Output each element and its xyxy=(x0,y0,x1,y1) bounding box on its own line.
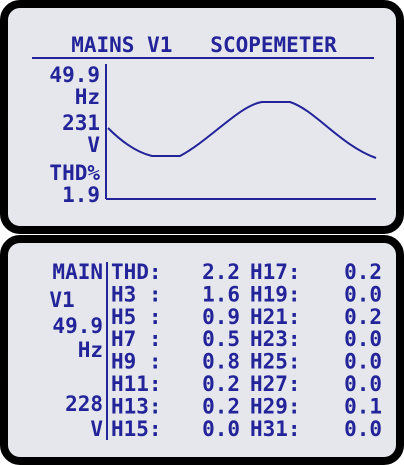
harmonic-value: 1.6 xyxy=(202,282,240,306)
harmonic-value: 0.0 xyxy=(344,350,382,374)
harmonic-label: H21: xyxy=(250,305,301,329)
screen-title: MAINS V1 SCOPEMETER xyxy=(71,33,337,57)
harmonic-value: 0.1 xyxy=(344,394,382,418)
harmonic-label: H29: xyxy=(250,394,301,418)
harmonic-label: H11: xyxy=(111,372,162,396)
harmonic-value: 0.2 xyxy=(344,260,382,284)
harmonic-value: 0.8 xyxy=(202,350,240,374)
side-label: V xyxy=(90,417,103,441)
harmonic-label: H25: xyxy=(250,350,301,374)
harmonic-value: 0.9 xyxy=(202,305,240,329)
harmonic-label: H23: xyxy=(250,327,301,351)
scale-label: 231 xyxy=(62,111,100,135)
scale-label: THD% xyxy=(49,161,100,185)
harmonic-value: 0.0 xyxy=(202,417,240,441)
harmonic-label: H13: xyxy=(111,394,162,418)
harmonic-value: 0.0 xyxy=(344,372,382,396)
harmonic-label: H7 : xyxy=(111,327,162,351)
harmonic-value: 0.2 xyxy=(202,372,240,396)
harmonic-value: 0.2 xyxy=(202,394,240,418)
side-label: V1 xyxy=(49,288,74,312)
scale-label: Hz xyxy=(75,85,100,109)
side-label: 49.9 xyxy=(52,314,103,338)
harmonic-value: 2.2 xyxy=(202,260,240,284)
harmonic-label: H15: xyxy=(111,417,162,441)
scale-label: 1.9 xyxy=(62,183,100,207)
side-label: Hz xyxy=(78,338,103,362)
harmonic-label: H9 : xyxy=(111,350,162,374)
device-screen: MAINS V1 SCOPEMETER 49.9Hz231VTHD%1.9 MA… xyxy=(0,0,404,465)
harmonic-value: 0.2 xyxy=(344,305,382,329)
harmonic-value: 0.0 xyxy=(344,327,382,351)
side-label: 228 xyxy=(65,392,103,416)
scale-label: 49.9 xyxy=(49,63,100,87)
harmonic-value: 0.0 xyxy=(344,282,382,306)
harmonic-label: H17: xyxy=(250,260,301,284)
harmonic-label: H3 : xyxy=(111,282,162,306)
harmonic-label: THD: xyxy=(111,260,162,284)
harmonic-label: H27: xyxy=(250,372,301,396)
harmonic-value: 0.5 xyxy=(202,327,240,351)
harmonic-label: H19: xyxy=(250,282,301,306)
harmonic-value: 0.0 xyxy=(344,417,382,441)
harmonic-label: H5 : xyxy=(111,305,162,329)
harmonic-label: H31: xyxy=(250,417,301,441)
side-label: MAIN xyxy=(52,260,103,284)
scale-label: V xyxy=(87,133,100,157)
